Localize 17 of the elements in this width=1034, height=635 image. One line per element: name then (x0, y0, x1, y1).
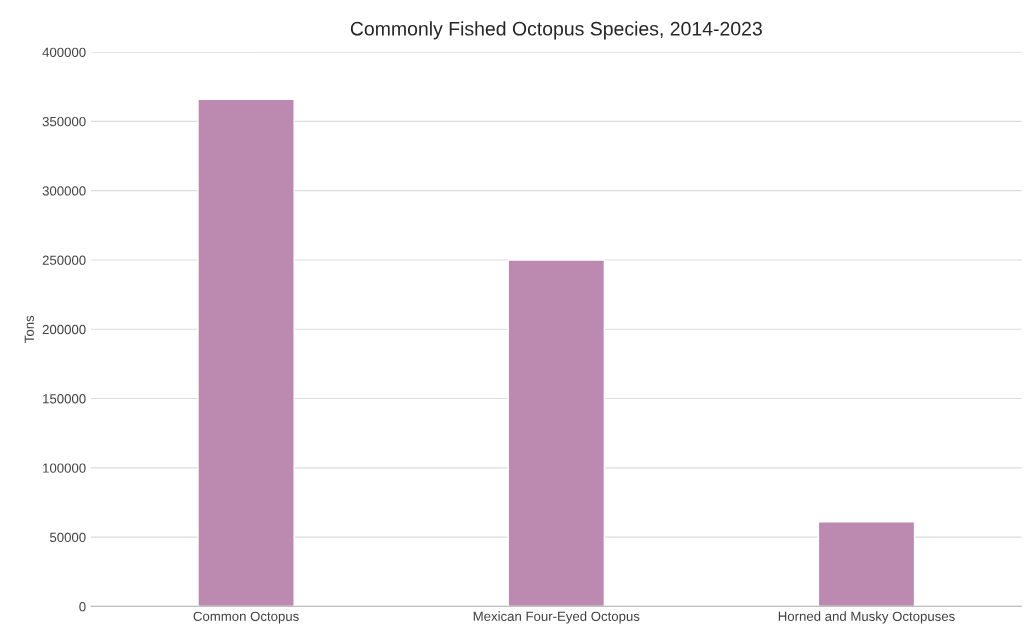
chart-title: Commonly Fished Octopus Species, 2014-2023 (350, 21, 762, 40)
bar (197, 98, 295, 607)
x-tick-label: Mexican Four-Eyed Octopus (473, 611, 640, 624)
y-tick-label: 100000 (43, 463, 86, 473)
x-tick-label: Horned and Musky Octopuses (778, 611, 955, 624)
x-tick-label: Common Octopus (193, 611, 299, 624)
y-tick-label: 250000 (42, 255, 86, 265)
y-tick-label: 300000 (42, 186, 86, 196)
y-tick-label: 400000 (42, 47, 86, 57)
bar (507, 259, 606, 607)
y-tick-label: 200000 (42, 324, 86, 335)
bar (817, 521, 916, 607)
y-axis-title: Tons (24, 315, 34, 343)
y-tick-label: 150000 (43, 394, 86, 404)
y-tick-label: 50000 (49, 532, 86, 543)
y-tick-label: 0 (79, 601, 86, 612)
y-tick-label: 350000 (42, 116, 86, 127)
